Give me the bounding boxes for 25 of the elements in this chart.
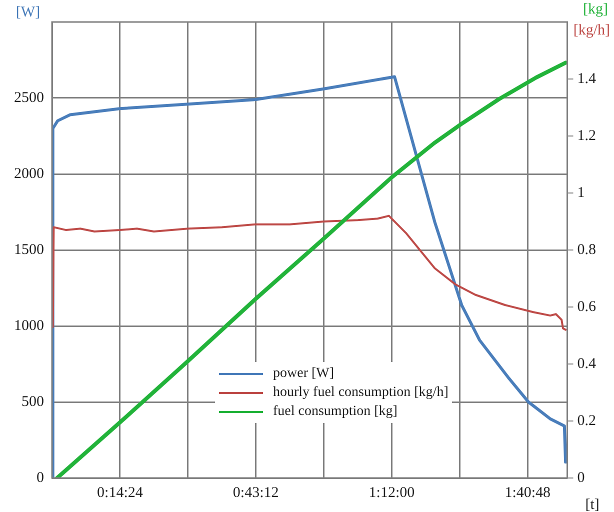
y2-tick-label: 0.2: [577, 412, 596, 429]
y-tick-label: 2500: [14, 90, 44, 106]
y-tick-label: 1000: [14, 318, 44, 334]
y-tick-label: 1500: [14, 242, 44, 258]
y2-tick-label: 1.4: [577, 70, 596, 87]
legend-label: power [W]: [273, 366, 334, 382]
x-tick-label: 0:43:12: [232, 484, 279, 501]
y2-axis-title: [kg/h]: [573, 22, 610, 38]
y-tick-label: 2000: [14, 166, 44, 182]
y2-tick-label: 0: [577, 470, 585, 486]
y2-tick-label: 1: [577, 184, 585, 201]
x-tick-label: 0:14:24: [97, 484, 144, 501]
y-tick-label: 500: [22, 394, 44, 410]
legend-label: fuel consumption [kg]: [273, 404, 398, 420]
x-tick-label: 1:40:48: [504, 484, 551, 501]
y2-tick-label: 0.6: [577, 298, 596, 315]
legend-label: hourly fuel consumption [kg/h]: [273, 384, 448, 400]
y2-tick-label: 0.4: [577, 356, 596, 372]
x-tick-label: 1:12:00: [368, 484, 415, 501]
y2-tick-label: 0.8: [577, 242, 596, 258]
y2-tick-label: 1.2: [577, 128, 596, 144]
y-tick-label: 0: [36, 470, 44, 486]
y-axis-title: [W]: [16, 4, 40, 20]
x-axis-title: [t]: [585, 496, 600, 512]
text: [kg]: [583, 1, 608, 18]
